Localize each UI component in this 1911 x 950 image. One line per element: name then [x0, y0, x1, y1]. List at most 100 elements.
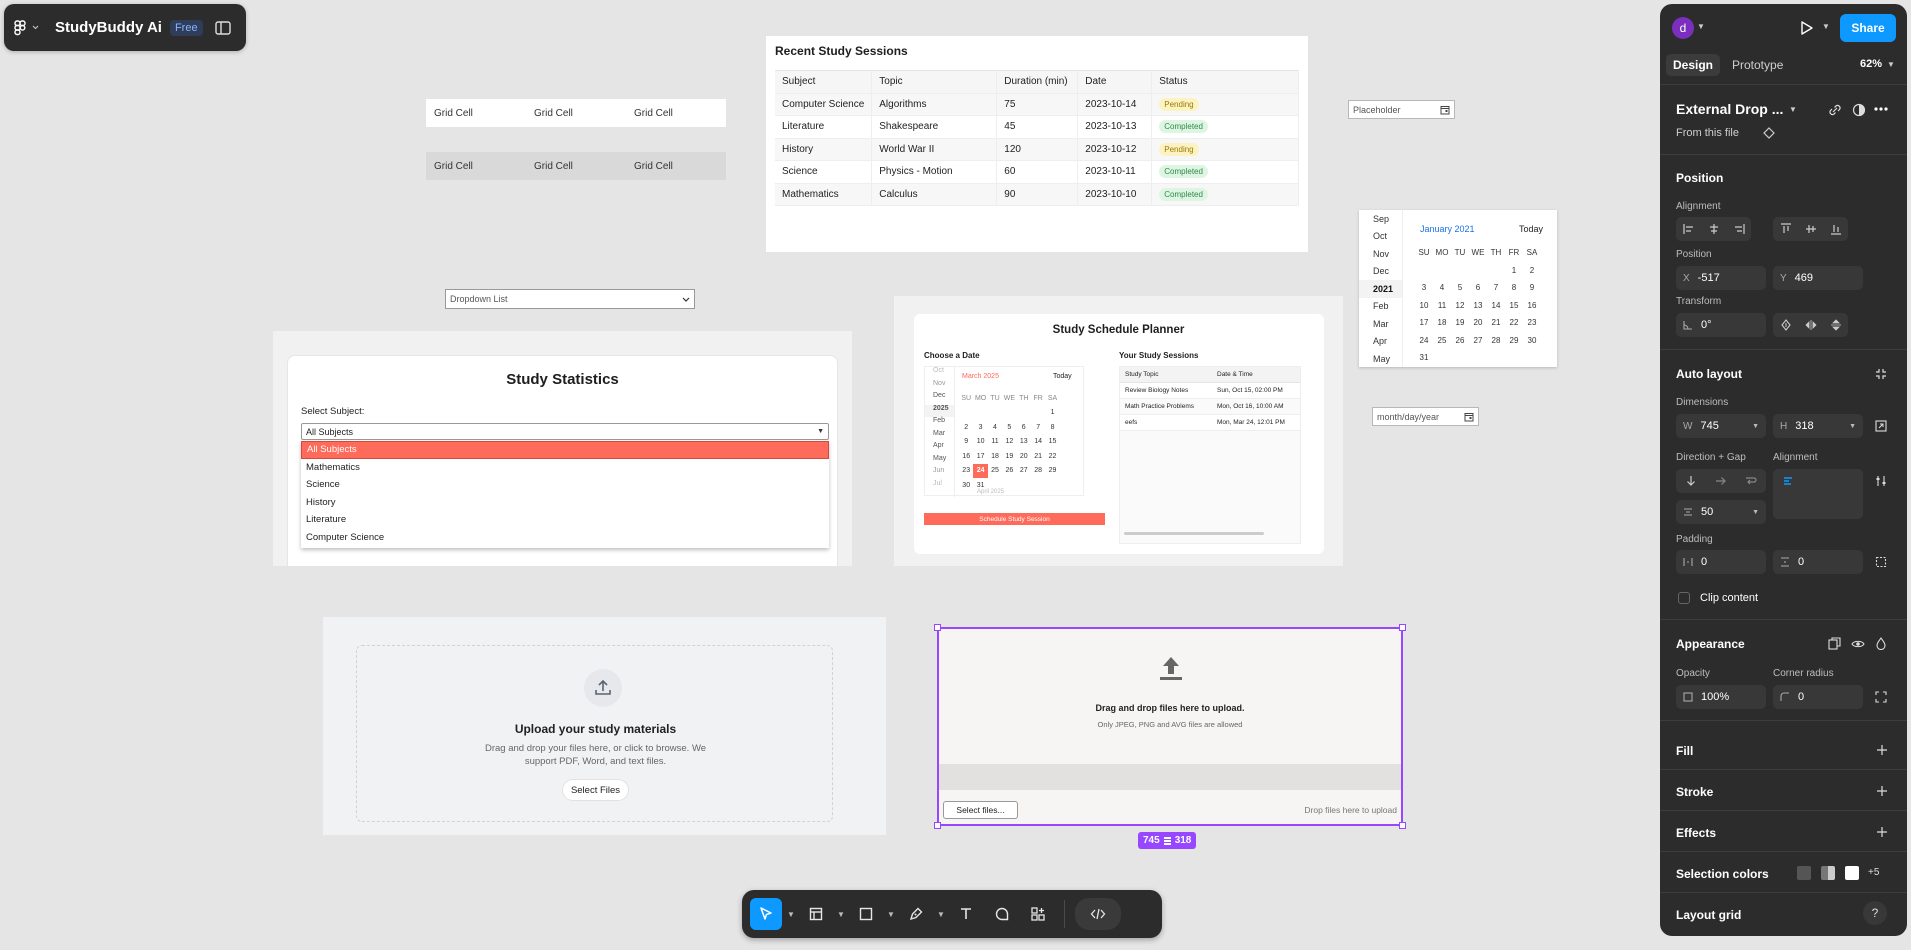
tab-prototype[interactable]: Prototype [1732, 58, 1784, 72]
move-tool-button[interactable] [750, 898, 782, 930]
align-left-icon[interactable] [1682, 223, 1695, 235]
rotation-field[interactable]: 0° [1676, 313, 1766, 337]
comment-tool-button[interactable] [986, 898, 1018, 930]
select-files-button[interactable]: Select Files [563, 780, 628, 800]
calendar-day[interactable]: 11 [1437, 300, 1447, 310]
dev-mode-toggle[interactable] [1075, 898, 1121, 930]
calendar-day[interactable]: 26 [1005, 467, 1014, 475]
recent-sessions-frame[interactable]: Recent Study Sessions Subject Topic Dura… [766, 36, 1308, 252]
resize-handle[interactable] [1399, 822, 1406, 829]
calendar-day[interactable]: 20 [1019, 452, 1028, 460]
schedule-planner-frame[interactable]: Study Schedule Planner Choose a Date You… [894, 296, 1343, 566]
stroke-title[interactable]: Stroke [1676, 785, 1714, 799]
actions-tool-button[interactable] [1022, 898, 1054, 930]
external-dropzone-frame[interactable]: Drag and drop files here to upload. Only… [937, 627, 1403, 826]
resize-handle[interactable] [934, 624, 941, 631]
frame-tool-button[interactable] [800, 898, 832, 930]
calendar-day[interactable]: 22 [1048, 452, 1057, 460]
calendar-day[interactable]: 3 [1421, 283, 1427, 293]
calendar-day[interactable]: 9 [1529, 283, 1535, 293]
sidebar-toggle-icon[interactable] [214, 20, 231, 35]
opacity-field[interactable]: 100% [1676, 685, 1766, 709]
blend-mode-icon[interactable] [1876, 637, 1886, 650]
wrap-icon[interactable] [1745, 475, 1757, 487]
calendar-icon[interactable] [1440, 105, 1450, 115]
calendar-day[interactable]: 27 [1019, 467, 1028, 475]
align-center-icon[interactable] [1708, 223, 1720, 235]
calendar-day[interactable]: 18 [991, 452, 999, 460]
calendar-day[interactable]: 6 [1021, 423, 1026, 431]
resize-to-fit-icon[interactable] [1875, 420, 1887, 432]
height-field[interactable]: H 318 ▼ [1773, 414, 1863, 438]
month-list[interactable]: Sep Oct Nov Dec 2021 Feb Mar Apr May [1359, 210, 1403, 367]
add-effect-icon[interactable] [1876, 826, 1888, 838]
calendar-day[interactable]: 14 [1034, 438, 1043, 446]
calendar-day[interactable]: 15 [1509, 300, 1519, 310]
calendar-day[interactable]: 4 [1439, 283, 1445, 293]
corner-radius-field[interactable]: 0 [1773, 685, 1863, 709]
month-item[interactable]: Sep [1373, 213, 1390, 224]
calendar-day[interactable]: 10 [976, 438, 985, 446]
individual-padding-icon[interactable] [1875, 556, 1887, 568]
subject-select[interactable]: All Subjects ▼ [301, 423, 829, 440]
table-row[interactable]: Math Practice Problems Mon, Oct 16, 10:0… [1120, 399, 1300, 415]
calendar-day[interactable]: 15 [1048, 438, 1057, 446]
help-button[interactable]: ? [1863, 901, 1887, 925]
month-item[interactable]: May [933, 454, 947, 462]
calendar-day[interactable]: 17 [1419, 318, 1429, 328]
x-position-field[interactable]: X -517 [1676, 266, 1766, 290]
dropdown-option[interactable]: Mathematics [306, 461, 360, 473]
date-input[interactable]: month/day/year [1372, 407, 1479, 426]
calendar-day[interactable]: 21 [1491, 318, 1501, 328]
chevron-down-icon[interactable]: ▼ [937, 909, 945, 919]
grid-frame[interactable]: Grid Cell Grid Cell Grid Cell [426, 99, 726, 127]
calendar-icon[interactable] [1464, 412, 1474, 422]
calendar-day[interactable]: 28 [1491, 335, 1501, 345]
year-item[interactable]: 2021 [1359, 280, 1402, 298]
selected-calendar-day[interactable]: 24 [973, 463, 988, 478]
align-top-icon[interactable] [1780, 223, 1792, 235]
calendar-day[interactable]: 14 [1491, 300, 1501, 310]
calendar-day[interactable]: 20 [1473, 318, 1483, 328]
calendar-grid[interactable]: SU MO TU WE TH FR SA 1 2 3 4 5 6 7 8 9 10 11 12 13 14 15 16 17 1… [1415, 244, 1541, 367]
calendar-day[interactable]: 25 [991, 467, 999, 475]
text-tool-button[interactable] [950, 898, 982, 930]
calendar-day[interactable]: 24 [1419, 335, 1429, 345]
calendar-day[interactable]: 10 [1419, 300, 1429, 310]
fill-title[interactable]: Fill [1676, 744, 1694, 758]
planner-calendar-grid[interactable]: SU MO TU WE TH FR SA 1 2 3 4 5 6 7 8 9 10 11 12 13 14 15 16 17 1… [959, 391, 1060, 493]
year-item[interactable]: 2025 [925, 404, 954, 417]
month-item[interactable]: Feb [1373, 301, 1389, 312]
flip-horizontal-icon[interactable] [1804, 319, 1817, 331]
month-item[interactable]: Jul [933, 479, 942, 487]
arrow-right-icon[interactable] [1715, 475, 1727, 487]
user-avatar[interactable]: d [1672, 17, 1694, 39]
calendar-day[interactable]: 9 [964, 438, 969, 446]
calendar-day[interactable]: 27 [1473, 335, 1483, 345]
style-icon[interactable] [1828, 637, 1841, 650]
dropdown-option[interactable]: Literature [306, 514, 347, 526]
calendar-day[interactable]: 16 [962, 452, 971, 460]
alignment-grid[interactable] [1773, 469, 1863, 519]
today-button[interactable]: Today [1519, 224, 1544, 234]
chevron-down-icon[interactable]: ▼ [1887, 60, 1895, 69]
calendar-day[interactable]: 19 [1455, 318, 1465, 328]
horizontal-padding-field[interactable]: 0 [1676, 550, 1766, 574]
calendar-day[interactable]: 12 [1005, 438, 1014, 446]
align-bottom-icon[interactable] [1830, 223, 1842, 235]
month-item[interactable]: May [1373, 353, 1391, 364]
month-item[interactable]: Nov [1373, 248, 1390, 259]
more-colors-count[interactable]: +5 [1868, 867, 1880, 878]
calendar-day[interactable]: 23 [1527, 318, 1537, 328]
layout-settings-icon[interactable] [1875, 475, 1887, 487]
month-item[interactable]: Oct [933, 367, 944, 374]
calendar-day[interactable]: 12 [1455, 300, 1465, 310]
chevron-down-icon[interactable]: ▼ [1822, 22, 1830, 31]
effects-title[interactable]: Effects [1676, 826, 1717, 840]
upload-dropzone[interactable] [356, 645, 833, 822]
table-row[interactable]: eefs Mon, Mar 24, 12:01 PM [1120, 415, 1300, 431]
visibility-eye-icon[interactable] [1851, 638, 1865, 650]
detach-icon[interactable] [1828, 103, 1842, 117]
month-item[interactable]: Dec [933, 392, 946, 399]
planner-today-button[interactable]: Today [1053, 373, 1072, 380]
